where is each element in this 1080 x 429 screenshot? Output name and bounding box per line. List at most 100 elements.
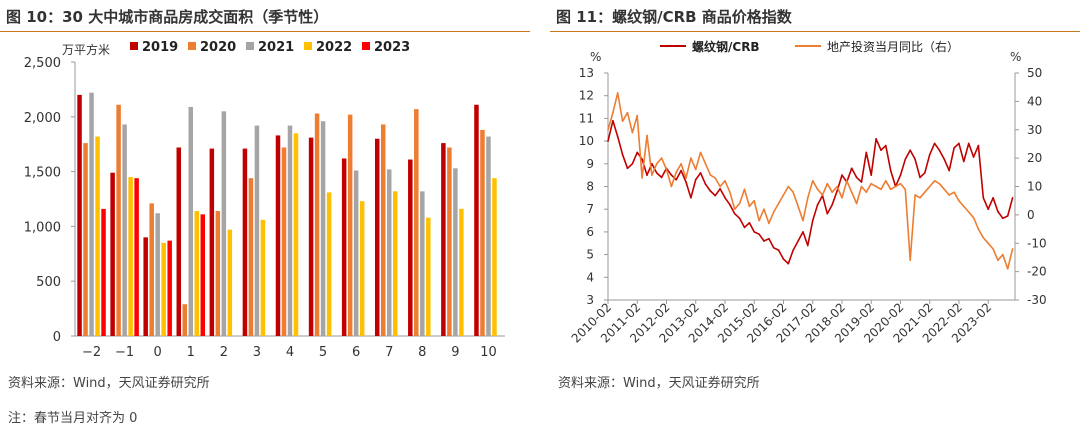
data-point-rebar-crb: [914, 158, 916, 161]
data-point-property-investment: [772, 211, 775, 213]
bar-2022: [359, 201, 365, 336]
data-point-property-investment: [826, 182, 829, 185]
data-point-property-investment: [651, 174, 653, 176]
data-point-rebar-crb: [680, 169, 682, 172]
data-point-property-investment: [797, 205, 799, 208]
right-y-tick-label: -30: [1027, 293, 1047, 307]
bar-2020: [182, 304, 188, 336]
bar-2019: [275, 135, 281, 336]
left-y-tick-label: 6: [586, 225, 594, 239]
bar-2020: [480, 129, 485, 336]
y-tick-label: 0: [53, 330, 61, 345]
bar-2020: [380, 124, 386, 336]
data-point-property-investment: [831, 191, 833, 193]
legend-label-0: 螺纹钢/CRB: [692, 39, 760, 54]
data-point-rebar-crb: [802, 231, 804, 233]
data-point-property-investment: [768, 222, 770, 225]
data-point-property-investment: [850, 191, 853, 193]
legend-swatch-2022: [304, 42, 312, 50]
data-point-property-investment: [982, 236, 985, 239]
y-tick-label: 2,000: [24, 111, 61, 126]
data-point-property-investment: [680, 163, 682, 165]
data-point-property-investment: [660, 157, 663, 159]
bar-2021: [420, 191, 425, 336]
bar-2021: [320, 121, 326, 337]
y-tick-label: 500: [36, 275, 61, 290]
data-point-property-investment: [855, 202, 858, 205]
footnote: 注：春节当月对齐为 0: [8, 411, 138, 426]
data-point-property-investment: [1002, 253, 1004, 256]
data-point-property-investment: [846, 180, 848, 182]
data-point-rebar-crb: [787, 262, 790, 265]
left-y-tick-label: 4: [586, 270, 594, 284]
x-tick-label: 2: [220, 345, 228, 360]
data-point-property-investment: [865, 191, 868, 193]
data-point-rebar-crb: [782, 258, 785, 260]
bar-2022: [492, 178, 497, 336]
data-point-property-investment: [943, 188, 946, 191]
data-point-property-investment: [792, 191, 794, 193]
bar-2021: [486, 136, 491, 336]
line-chart: % %345678910111213-30-20-1001020304050201…: [569, 39, 1047, 346]
data-point-rebar-crb: [919, 176, 921, 179]
data-point-property-investment: [612, 111, 614, 114]
data-point-rebar-crb: [928, 153, 931, 156]
data-point-rebar-crb: [967, 142, 970, 145]
bar-2021: [287, 125, 293, 337]
data-point-rebar-crb: [904, 158, 907, 161]
bar-2019: [242, 148, 248, 336]
data-point-property-investment: [763, 208, 765, 210]
bar-2019: [374, 138, 380, 336]
right-axis-unit: %: [1010, 50, 1021, 64]
data-point-rebar-crb: [724, 197, 726, 199]
data-point-rebar-crb: [982, 197, 985, 199]
x-tick-label: 10: [480, 345, 497, 360]
data-point-rebar-crb: [855, 176, 858, 179]
data-point-property-investment: [841, 197, 843, 199]
data-point-property-investment: [631, 131, 634, 134]
bar-chart: 万平方米 0 500 1,000 1,500 2,000 2,500 −2 −1 0 1 2 3 4 5 6 7…: [24, 40, 505, 360]
series-line-property-investment: [607, 92, 1014, 270]
x-tick-label: 3: [253, 345, 261, 360]
data-point-property-investment: [743, 188, 746, 191]
left-title-rule: [0, 31, 530, 32]
right-y-tick-label: -20: [1027, 265, 1047, 279]
data-point-property-investment: [738, 202, 741, 205]
data-point-property-investment: [870, 182, 872, 185]
data-point-property-investment: [904, 188, 907, 191]
bar-2021: [386, 169, 392, 336]
data-point-property-investment: [690, 157, 692, 159]
data-point-property-investment: [860, 185, 863, 188]
bar-2019: [77, 94, 82, 336]
left-y-tick-label: 3: [586, 293, 594, 307]
data-point-property-investment: [724, 180, 726, 182]
bar-2020: [281, 147, 287, 336]
data-point-property-investment: [967, 211, 970, 213]
right-chart-title: 图 11：螺纹钢/CRB 商品价格指数: [556, 8, 792, 26]
left-axis-unit: %: [590, 50, 601, 64]
data-point-property-investment: [1011, 248, 1014, 250]
bar-2019: [176, 147, 182, 336]
data-point-rebar-crb: [641, 158, 643, 161]
data-point-rebar-crb: [621, 153, 624, 156]
bar-2022: [459, 208, 464, 336]
data-point-rebar-crb: [943, 158, 946, 161]
data-point-rebar-crb: [616, 135, 619, 138]
data-point-rebar-crb: [651, 163, 653, 165]
data-point-rebar-crb: [670, 174, 673, 176]
bar-2021: [353, 170, 359, 336]
data-point-property-investment: [987, 242, 989, 245]
data-point-rebar-crb: [704, 183, 707, 185]
series-line-rebar-crb: [607, 119, 1014, 265]
data-point-property-investment: [938, 182, 941, 185]
data-point-rebar-crb: [811, 219, 814, 222]
bar-2019: [441, 143, 446, 336]
legend-swatch-2023: [362, 42, 370, 50]
data-point-property-investment: [758, 219, 760, 222]
data-point-property-investment: [948, 194, 950, 196]
bar-2022: [392, 191, 398, 336]
data-point-rebar-crb: [758, 233, 760, 235]
data-point-rebar-crb: [777, 249, 780, 251]
left-y-tick-label: 7: [586, 202, 594, 216]
data-point-rebar-crb: [992, 197, 994, 199]
